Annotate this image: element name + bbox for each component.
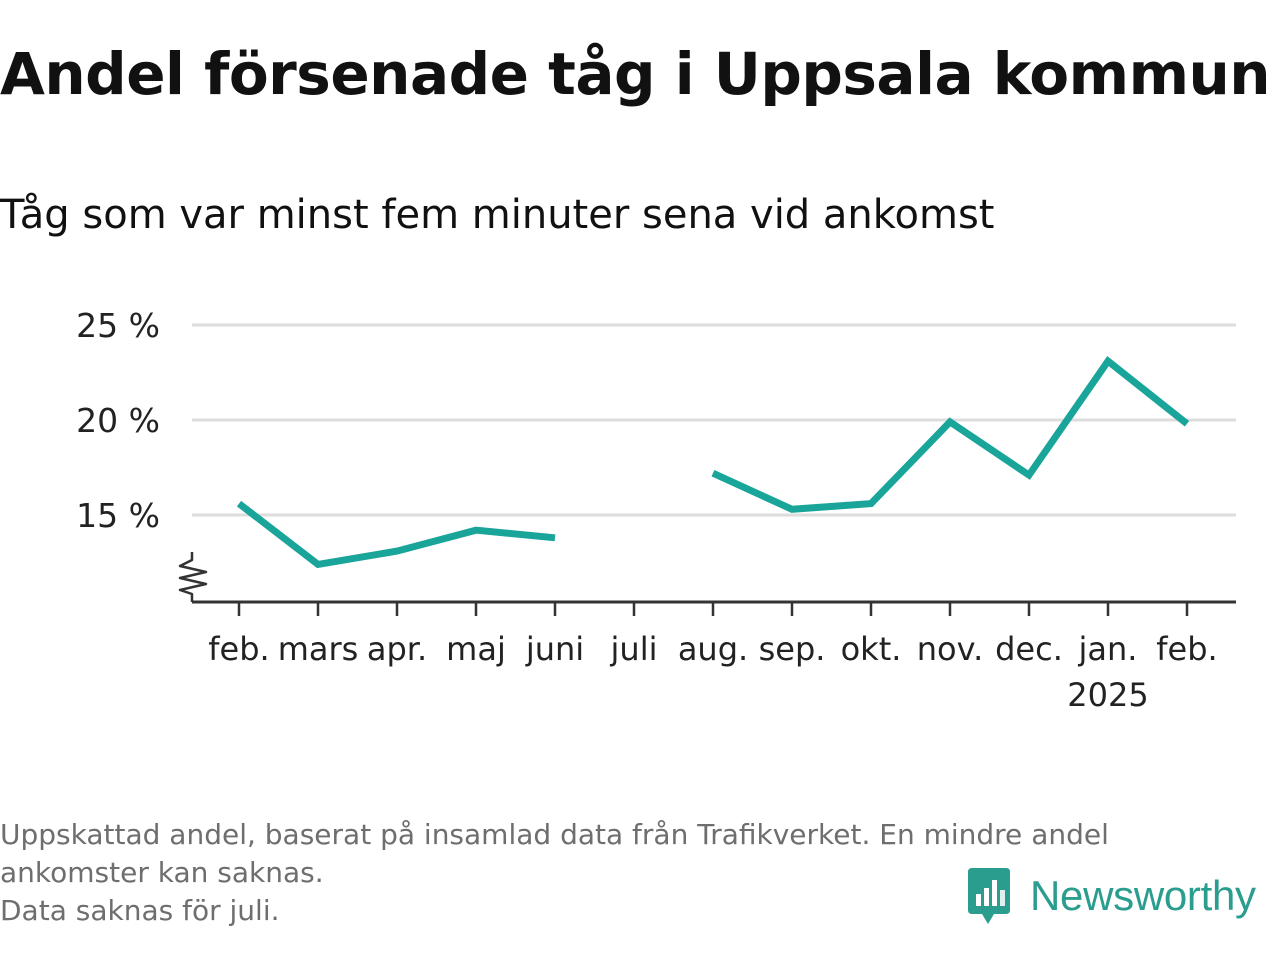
y-tick-label: 15 % [76, 496, 160, 535]
x-year-label: 2025 [1067, 676, 1148, 714]
series-lines [236, 356, 1190, 569]
x-tick-label: apr. [367, 630, 427, 668]
x-tick-label: mars [278, 630, 359, 668]
x-tick-label: juni [525, 630, 584, 668]
x-tick-label: maj [446, 630, 506, 668]
x-tick-label: okt. [841, 630, 902, 668]
axis-break-mark [178, 552, 208, 602]
brand-name: Newsworthy [1030, 872, 1256, 919]
x-tick-label: nov. [917, 630, 983, 668]
y-tick-label: 20 % [76, 401, 160, 440]
x-tick-label: dec. [995, 630, 1063, 668]
y-tick-label: 25 % [76, 306, 160, 345]
x-tick-label: sep. [759, 630, 826, 668]
x-tick-label: juli [610, 630, 658, 668]
chart-subtitle: Tåg som var minst fem minuter sena vid a… [0, 192, 995, 238]
axis-break-icon [178, 552, 208, 602]
y-axis: 15 % 20 % 25 % [76, 306, 160, 535]
footnote-line-1: Uppskattad andel, baserat på insamlad da… [0, 818, 1109, 851]
footnote-line-3: Data saknas för juli. [0, 894, 280, 927]
footnote-line-2: ankomster kan saknas. [0, 856, 324, 889]
chart-title: Andel försenade tåg i Uppsala kommun [0, 40, 1271, 108]
brand-logo: Newsworthy [964, 866, 1256, 926]
x-tick-label: feb. [208, 630, 269, 668]
x-tick-label: feb. [1156, 630, 1217, 668]
series-line [711, 356, 1190, 513]
line-chart: 15 %20 %25 % feb. mars apr. maj juni juli aug.… [76, 306, 1236, 714]
x-axis: feb. mars apr. maj juni juli aug. sep. okt. nov. d… [192, 600, 1236, 714]
footnote: Uppskattad andel, baserat på insamlad da… [0, 816, 1270, 930]
series-line [236, 500, 556, 569]
gridlines [192, 323, 1236, 517]
newsworthy-logo-icon [968, 868, 1010, 924]
x-tick-label: aug. [678, 630, 748, 668]
x-tick-label: jan. [1078, 630, 1138, 668]
